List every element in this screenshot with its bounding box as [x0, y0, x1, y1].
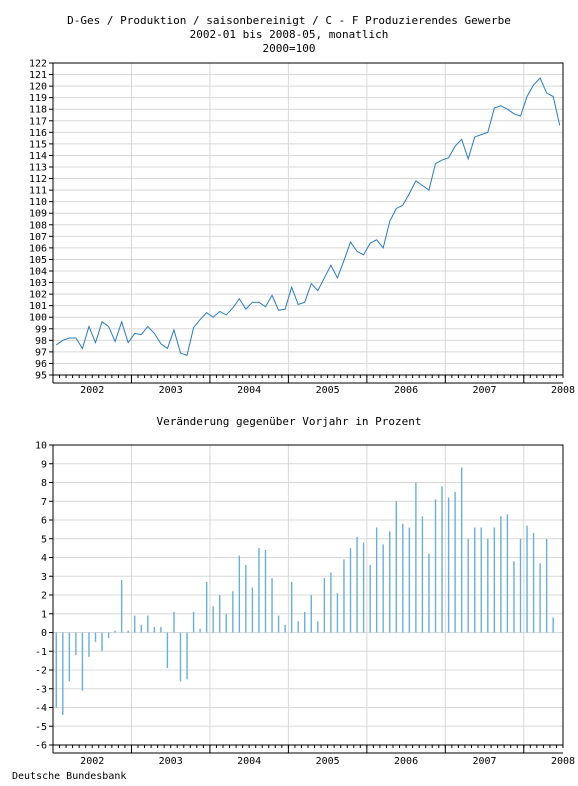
yoy-x-tick-label: 2003: [159, 756, 183, 767]
chart-title-line-1: D-Ges / Produktion / saisonbereinigt / C…: [67, 14, 511, 27]
yoy-y-tick-label: 7: [41, 497, 47, 508]
yoy-y-tick-label: -6: [35, 741, 47, 752]
index-series-line: [55, 77, 561, 357]
index-y-tick-label: 118: [29, 105, 47, 116]
index-x-tick-label: 2002: [80, 385, 104, 396]
yoy-y-tick-label: -4: [35, 703, 47, 714]
yoy-y-tick-label: -5: [35, 722, 47, 733]
index-y-tick-label: 110: [29, 197, 47, 208]
yoy-y-tick-label: 1: [41, 609, 47, 620]
yoy-y-tick-label: 0: [41, 628, 47, 639]
yoy-y-tick-label: -3: [35, 684, 47, 695]
index-y-tick-label: 96: [35, 359, 47, 370]
index-x-tick-label: 2003: [159, 385, 183, 396]
yoy-y-tick-label: 6: [41, 516, 47, 527]
index-y-tick-label: 103: [29, 278, 47, 289]
index-y-tick-label: 97: [35, 347, 47, 358]
index-y-tick-label: 108: [29, 220, 47, 231]
yoy-y-tick-label: 10: [35, 441, 47, 452]
chart-title-line-2: 2002-01 bis 2008-05, monatlich: [189, 28, 389, 41]
yoy-y-tick-label: 3: [41, 572, 47, 583]
yoy-y-tick-label: 5: [41, 534, 47, 545]
index-plot-frame: [52, 62, 564, 376]
index-y-tick-label: 109: [29, 209, 47, 220]
yoy-x-tick-label: 2008: [551, 756, 575, 767]
index-y-tick-label: 95: [35, 371, 47, 382]
index-y-tick-label: 105: [29, 255, 47, 266]
index-y-tick-label: 116: [29, 128, 47, 139]
index-x-tick-label: 2006: [394, 385, 418, 396]
yoy-y-tick-label: 9: [41, 459, 47, 470]
index-y-tick-label: 111: [29, 186, 47, 197]
yoy-y-tick-label: 2: [41, 591, 47, 602]
index-y-tick-label: 112: [29, 174, 47, 185]
index-y-tick-label: 122: [29, 59, 47, 70]
index-y-tick-label: 107: [29, 232, 47, 243]
index-y-tick-label: 100: [29, 313, 47, 324]
index-y-tick-label: 119: [29, 93, 47, 104]
yoy-x-tick-label: 2007: [472, 756, 496, 767]
index-x-tick-label: 2008: [551, 385, 575, 396]
index-y-tick-label: 101: [29, 301, 47, 312]
yoy-y-tick-label: -2: [35, 666, 47, 677]
yoy-y-tick-label: 8: [41, 478, 47, 489]
index-y-tick-label: 106: [29, 243, 47, 254]
index-y-tick-label: 99: [35, 324, 47, 335]
index-y-tick-label: 120: [29, 82, 47, 93]
index-x-tick-label: 2004: [237, 385, 261, 396]
chart-title-line-3: 2000=100: [262, 42, 316, 55]
yoy-y-tick-label: 4: [41, 553, 47, 564]
index-y-tick-label: 117: [29, 116, 47, 127]
index-y-tick-label: 113: [29, 163, 47, 174]
yoy-x-tick-label: 2004: [237, 756, 261, 767]
index-y-tick-label: 115: [29, 139, 47, 150]
source-footer: Deutsche Bundesbank: [12, 771, 127, 782]
index-x-tick-label: 2007: [472, 385, 496, 396]
yoy-x-tick-label: 2006: [394, 756, 418, 767]
index-y-tick-label: 102: [29, 290, 47, 301]
yoy-y-tick-label: -1: [35, 647, 47, 658]
index-x-tick-label: 2005: [316, 385, 340, 396]
index-y-tick-label: 121: [29, 70, 47, 81]
yoy-x-tick-label: 2002: [80, 756, 104, 767]
index-y-tick-label: 98: [35, 336, 47, 347]
index-y-tick-label: 104: [29, 267, 47, 278]
yoy-x-tick-label: 2005: [316, 756, 340, 767]
chart-title-yoy: Veränderung gegenüber Vorjahr in Prozent: [156, 415, 422, 428]
index-y-tick-label: 114: [29, 151, 47, 162]
